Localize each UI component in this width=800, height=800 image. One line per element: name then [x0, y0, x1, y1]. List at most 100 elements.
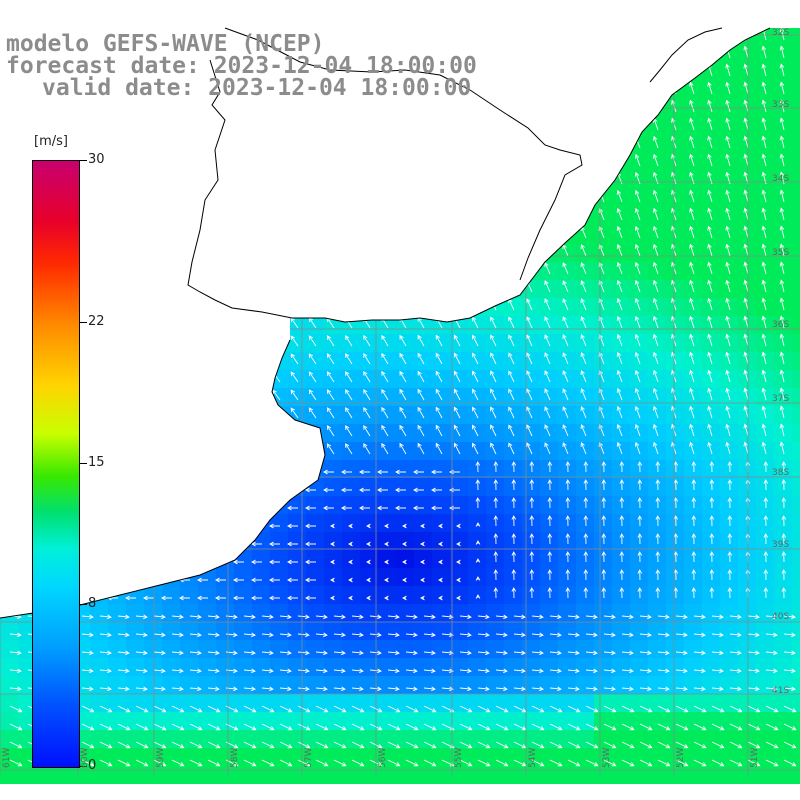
wind-arrow [405, 650, 418, 656]
speed-cell [378, 604, 396, 622]
speed-cell [450, 622, 468, 640]
wind-arrow [691, 533, 697, 545]
longitude-label: 58W [230, 747, 240, 768]
wind-arrow [531, 705, 545, 713]
wind-arrow [634, 315, 641, 329]
speed-cell [612, 478, 630, 496]
speed-cell [324, 406, 342, 424]
speed-cell [216, 640, 234, 658]
speed-cell [0, 622, 18, 640]
wind-arrow [363, 352, 371, 365]
wind-arrow [511, 569, 517, 581]
wind-arrow [779, 387, 785, 401]
speed-cell [360, 514, 378, 532]
speed-cell [720, 640, 738, 658]
wind-arrow [441, 686, 454, 692]
wind-arrow [287, 595, 298, 601]
wind-arrow [583, 479, 589, 491]
wind-arrow [453, 424, 461, 437]
wind-arrow [725, 153, 731, 167]
wind-arrow [747, 632, 760, 638]
wind-arrow [384, 595, 389, 601]
speed-cell [378, 694, 396, 712]
wind-arrow [689, 117, 695, 131]
speed-cell [108, 658, 126, 676]
wind-arrow [420, 541, 425, 547]
wind-arrow [693, 632, 706, 638]
speed-cell [504, 676, 522, 694]
wind-arrow [333, 668, 346, 674]
wind-arrow [583, 587, 589, 599]
wind-arrow [531, 741, 545, 749]
wind-arrow [81, 632, 94, 638]
speed-cell [324, 352, 342, 370]
wind-arrow [529, 479, 535, 491]
speed-cell [432, 550, 450, 568]
wind-arrow [453, 370, 461, 383]
speed-cell [144, 712, 162, 730]
speed-cell [792, 352, 800, 370]
wind-arrow [727, 497, 733, 509]
wind-arrow [655, 479, 661, 491]
speed-cell [342, 658, 360, 676]
wind-arrow [381, 352, 389, 365]
wind-arrow [405, 705, 419, 713]
wind-arrow [603, 632, 616, 638]
wind-arrow [691, 479, 697, 491]
wind-arrow [779, 369, 785, 383]
speed-cell [378, 388, 396, 406]
wind-arrow [315, 614, 328, 620]
wind-arrow [637, 551, 643, 563]
speed-cell [504, 640, 522, 658]
wind-arrow [689, 405, 695, 419]
wind-arrow [693, 723, 707, 731]
wind-arrow [639, 741, 653, 749]
speed-cell [324, 694, 342, 712]
speed-cell [648, 748, 666, 766]
speed-cell [666, 478, 684, 496]
speed-cell [198, 712, 216, 730]
speed-cell [756, 622, 774, 640]
speed-cell [666, 586, 684, 604]
speed-cell [594, 532, 612, 550]
wind-arrow [363, 442, 371, 455]
speed-cell [0, 712, 18, 730]
wind-arrow [693, 650, 706, 656]
wind-arrow [261, 650, 274, 656]
wind-arrow [287, 523, 298, 529]
speed-cell [684, 712, 702, 730]
wind-arrow [233, 595, 244, 601]
wind-arrow [531, 632, 544, 638]
wind-arrow [420, 577, 425, 583]
speed-cell [324, 496, 342, 514]
wind-arrow [377, 487, 388, 493]
speed-cell [702, 694, 720, 712]
speed-cell [720, 604, 738, 622]
wind-arrow [743, 297, 749, 311]
wind-arrow [330, 577, 335, 583]
speed-cell [162, 640, 180, 658]
wind-arrow [639, 650, 652, 656]
speed-cell [324, 622, 342, 640]
wind-arrow [637, 515, 643, 527]
speed-cell [396, 352, 414, 370]
speed-cell [126, 622, 144, 640]
speed-cell [396, 568, 414, 586]
speed-cell [738, 766, 756, 784]
speed-cell [792, 118, 800, 136]
wind-arrow [616, 243, 623, 257]
speed-cell [468, 766, 486, 784]
speed-cell [756, 460, 774, 478]
speed-cell [378, 622, 396, 640]
wind-arrow [529, 461, 535, 473]
wind-arrow [171, 632, 184, 638]
wind-arrow [616, 387, 623, 401]
wind-arrow [348, 595, 353, 601]
wind-arrow [456, 523, 461, 529]
wind-arrow [689, 423, 695, 437]
wind-arrow [99, 686, 112, 692]
wind-arrow [616, 189, 623, 203]
speed-cell [180, 640, 198, 658]
wind-arrow [711, 614, 724, 620]
latitude-label: 39S [772, 540, 790, 550]
